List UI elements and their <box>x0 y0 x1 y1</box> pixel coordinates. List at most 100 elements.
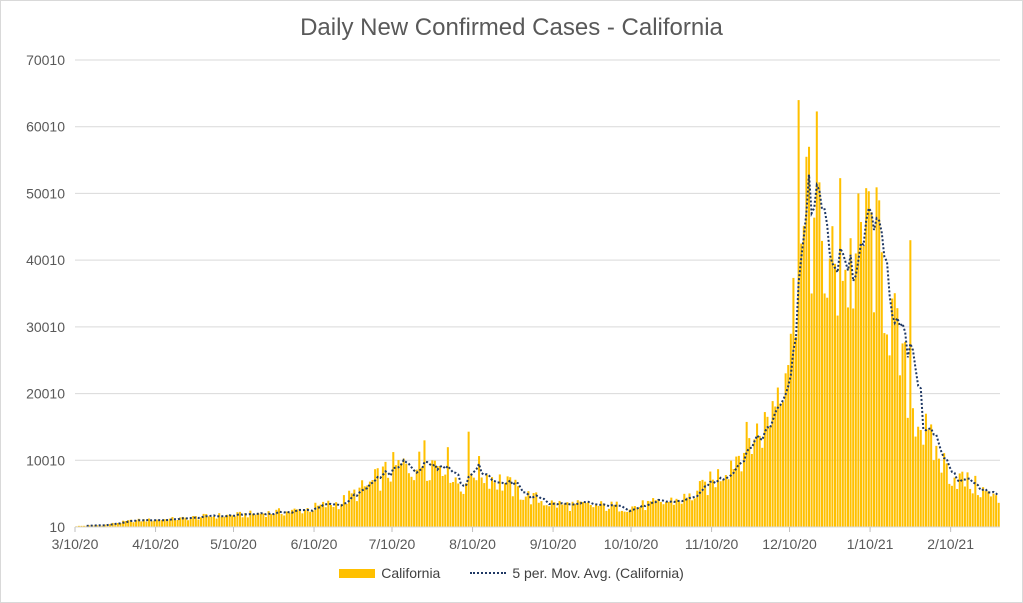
bar <box>610 501 613 527</box>
bar <box>488 488 491 527</box>
bar <box>355 501 358 527</box>
bar <box>919 430 922 527</box>
bar <box>402 458 405 527</box>
chart-legend: California 5 per. Mov. Avg. (California) <box>0 565 1023 581</box>
bar <box>145 521 148 527</box>
bar <box>85 525 88 527</box>
bar <box>771 401 774 527</box>
bar <box>979 497 982 527</box>
bar <box>267 511 270 527</box>
bar <box>808 146 811 527</box>
bar <box>561 504 564 527</box>
bar <box>657 499 660 527</box>
bar <box>218 513 221 527</box>
bar <box>584 503 587 527</box>
bar <box>283 515 286 527</box>
bar <box>519 499 522 527</box>
bar <box>454 477 457 527</box>
bar <box>935 445 938 527</box>
bar <box>371 479 374 527</box>
bar <box>387 477 390 527</box>
bar <box>574 503 577 527</box>
legend-label-bars: California <box>381 565 441 581</box>
bar <box>189 517 192 527</box>
bar <box>792 277 795 527</box>
bar <box>433 460 436 527</box>
bar <box>127 520 130 527</box>
bar <box>898 375 901 527</box>
bar <box>316 505 319 527</box>
bar <box>594 504 597 527</box>
x-tick-label: 6/10/20 <box>291 536 338 552</box>
bar <box>155 519 158 527</box>
bar <box>924 413 927 527</box>
bar <box>251 513 254 527</box>
bar <box>758 435 761 527</box>
bar <box>667 501 670 527</box>
x-tick-label: 2/10/21 <box>927 536 974 552</box>
bar <box>833 263 837 527</box>
bar <box>241 517 244 527</box>
bar <box>779 403 782 527</box>
bar <box>236 512 239 527</box>
bar <box>701 479 704 527</box>
bar <box>717 469 720 527</box>
y-tick-label: 20010 <box>26 386 65 402</box>
bar <box>878 200 881 527</box>
bar <box>337 509 340 527</box>
bar <box>974 475 977 527</box>
bar <box>826 297 829 527</box>
bar <box>782 401 785 527</box>
x-tick-label: 5/10/20 <box>210 536 257 552</box>
bar <box>483 483 486 527</box>
bar <box>420 467 423 527</box>
bar <box>997 502 1000 527</box>
bar <box>511 496 514 527</box>
bar <box>96 525 99 527</box>
bar <box>956 488 959 527</box>
bar <box>472 477 475 527</box>
legend-swatch-bars <box>339 568 376 578</box>
bar <box>831 226 834 527</box>
bar <box>665 502 668 527</box>
bar <box>270 514 273 527</box>
bar <box>225 514 229 527</box>
bar <box>581 502 584 527</box>
bar <box>872 312 875 527</box>
bar <box>727 479 730 527</box>
bar <box>857 193 860 527</box>
bar <box>296 509 299 527</box>
bar <box>426 480 429 527</box>
bar <box>927 429 930 527</box>
bar <box>683 493 686 527</box>
bar <box>353 489 356 527</box>
bar <box>579 501 582 527</box>
bar <box>142 519 145 527</box>
moving-average-line <box>86 174 1000 527</box>
bar <box>441 475 444 527</box>
bar <box>542 505 546 527</box>
bar <box>303 509 306 527</box>
bar <box>982 487 985 527</box>
x-tick-label: 10/10/20 <box>604 536 659 552</box>
bar <box>854 253 857 527</box>
bar <box>867 191 870 527</box>
bar <box>821 240 824 527</box>
bar <box>522 499 525 527</box>
bar <box>212 515 216 527</box>
bar <box>901 343 904 527</box>
bar <box>122 520 125 527</box>
y-tick-label: 70010 <box>26 52 65 68</box>
bar <box>171 517 174 527</box>
x-tick-label: 12/10/20 <box>762 536 817 552</box>
bar <box>937 458 940 527</box>
bar <box>192 516 195 527</box>
bar <box>470 473 473 527</box>
bar <box>202 513 205 527</box>
x-tick-label: 11/10/20 <box>685 536 739 552</box>
bar <box>914 436 917 527</box>
bar <box>568 510 571 527</box>
y-tick-label: 40010 <box>26 252 65 268</box>
bar <box>504 483 507 527</box>
bar <box>153 520 156 527</box>
